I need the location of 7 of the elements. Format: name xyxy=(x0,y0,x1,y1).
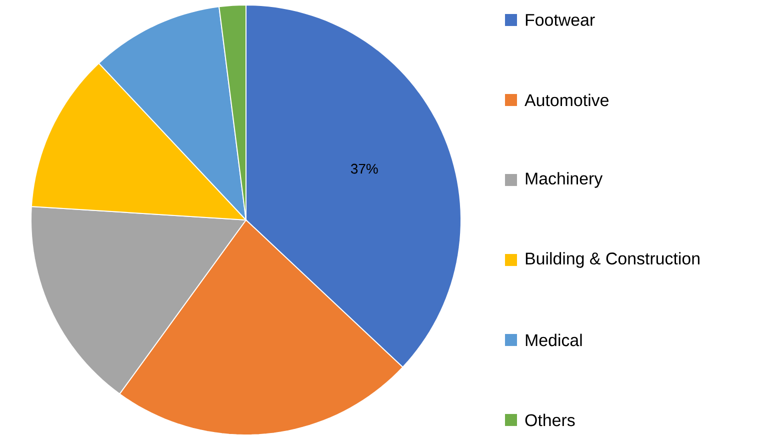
legend-label: Others xyxy=(525,414,575,426)
legend-label: Building & Construction xyxy=(526,252,700,268)
legend-label: Automotive xyxy=(524,94,608,106)
legend-label: Machinery xyxy=(526,172,603,188)
legend-label: Footwear xyxy=(526,14,595,26)
legend-label: Medical xyxy=(526,334,582,346)
data-label: 37% xyxy=(350,164,378,174)
